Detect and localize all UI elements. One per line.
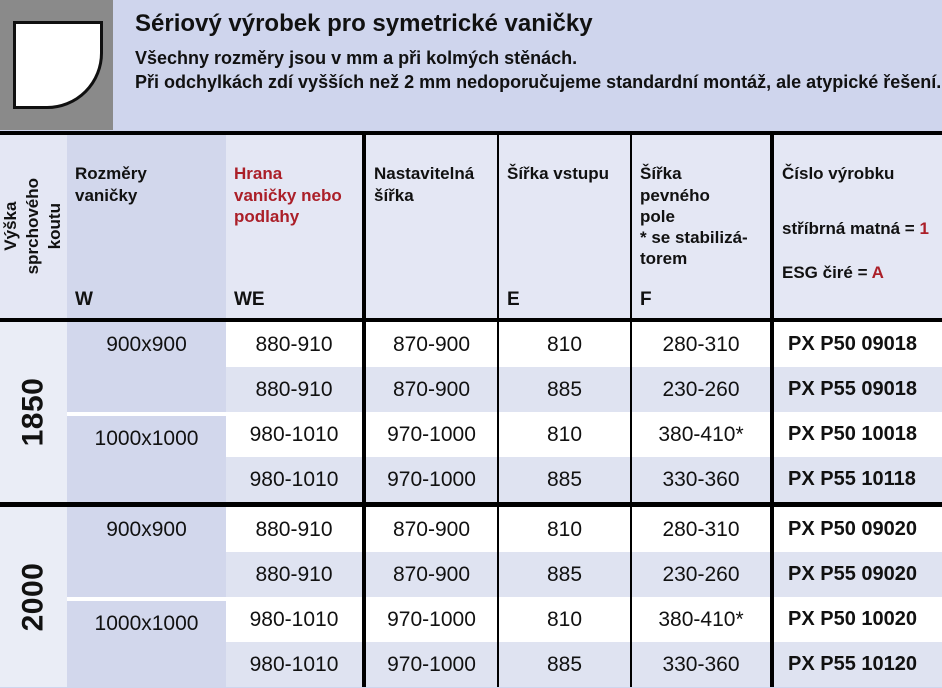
tray-size-cell: 1000x1000 <box>67 597 226 687</box>
col-code-e: E <box>507 289 520 311</box>
cell-we: 880-910 <box>226 552 362 597</box>
cell-adjustable-width: 870-900 <box>362 322 497 367</box>
finish-silver-matte-label: stříbrná matná = <box>782 218 920 238</box>
cell-entry-width: 810 <box>497 412 630 457</box>
col-header-edge: Hrana vaničky nebo podlahy WE <box>226 135 362 318</box>
col-header-fixed-panel: Šířka pevného pole * se stabilizá- torem… <box>630 135 770 318</box>
page-title: Sériový výrobek pro symetrické vaničky <box>135 10 593 37</box>
cell-entry-width: 885 <box>497 552 630 597</box>
group-height-cell: 1850 <box>0 322 67 502</box>
col-header-tray-size-label: Rozměry vaničky <box>75 164 147 205</box>
cell-we: 980-1010 <box>226 457 362 502</box>
cell-adjustable-width: 970-1000 <box>362 457 497 502</box>
spec-table: Výška sprchového koutu Rozměry vaničky W… <box>0 131 942 687</box>
cell-entry-width: 885 <box>497 642 630 687</box>
cell-fixed-panel: 330-360 <box>630 457 770 502</box>
cell-product-code: PX P55 09018 <box>770 367 942 412</box>
product-icon-block <box>0 0 113 130</box>
col-header-entry-width-label: Šířka vstupu <box>507 164 610 184</box>
cell-product-code: PX P55 10120 <box>770 642 942 687</box>
cell-adjustable-width: 870-900 <box>362 507 497 552</box>
cell-product-code: PX P50 09020 <box>770 507 942 552</box>
col-header-height-label: Výška sprchového koutu <box>1 178 65 275</box>
cell-entry-width: 810 <box>497 507 630 552</box>
cell-fixed-panel: 330-360 <box>630 642 770 687</box>
cell-we: 880-910 <box>226 322 362 367</box>
col-code-f: F <box>640 289 652 311</box>
col-header-product-number: Číslo výrobku stříbrná matná = 1 ESG čir… <box>770 135 942 318</box>
page-subtitle-2: Při odchylkách zdí vyšších než 2 mm nedo… <box>135 72 942 92</box>
tray-size-cell: 900x900 <box>67 507 226 597</box>
cell-adjustable-width: 870-900 <box>362 367 497 412</box>
table-group-1850: 1850 900x900 1000x1000 880-910 870-900 8… <box>0 322 942 502</box>
col-code-w: W <box>75 289 93 311</box>
finish-esg-clear-label: ESG čiré = <box>782 263 872 283</box>
cell-entry-width: 810 <box>497 322 630 367</box>
cell-fixed-panel: 280-310 <box>630 322 770 367</box>
page-heading: Sériový výrobek pro symetrické vaničky V… <box>135 10 942 93</box>
col-header-height: Výška sprchového koutu <box>0 135 67 318</box>
tray-size-cell: 900x900 <box>67 322 226 412</box>
tray-size-cell: 1000x1000 <box>67 412 226 502</box>
cell-fixed-panel: 230-260 <box>630 552 770 597</box>
group-height-label: 1850 <box>16 377 50 447</box>
cell-adjustable-width: 970-1000 <box>362 412 497 457</box>
cell-product-code: PX P55 09020 <box>770 552 942 597</box>
cell-product-code: PX P50 09018 <box>770 322 942 367</box>
col-header-tray-size: Rozměry vaničky W <box>67 135 226 318</box>
group-separator <box>0 502 942 507</box>
group-height-label: 2000 <box>16 562 50 632</box>
col-header-fixed-panel-label: Šířka pevného pole * se stabilizá- torem <box>640 164 748 269</box>
cell-fixed-panel: 380-410* <box>630 597 770 642</box>
page-subtitle-1: Všechny rozměry jsou v mm a při kolmých … <box>135 48 578 68</box>
col-header-product-number-label: Číslo výrobku <box>782 164 895 184</box>
cell-fixed-panel: 230-260 <box>630 367 770 412</box>
table-header-row: Výška sprchového koutu Rozměry vaničky W… <box>0 135 942 322</box>
finish-silver-matte-line: stříbrná matná = 1 <box>782 218 934 239</box>
cell-entry-width: 885 <box>497 367 630 412</box>
group-height-cell: 2000 <box>0 507 67 687</box>
cell-adjustable-width: 970-1000 <box>362 597 497 642</box>
cell-entry-width: 810 <box>497 597 630 642</box>
cell-fixed-panel: 380-410* <box>630 412 770 457</box>
col-header-adjustable-width-label: Nastavitelná šířka <box>374 164 475 205</box>
cell-adjustable-width: 870-900 <box>362 552 497 597</box>
cell-we: 880-910 <box>226 507 362 552</box>
cell-product-code: PX P50 10018 <box>770 412 942 457</box>
table-group-2000: 2000 900x900 1000x1000 880-910 870-900 8… <box>0 507 942 687</box>
cell-we: 980-1010 <box>226 642 362 687</box>
finish-esg-clear-code: A <box>871 263 884 283</box>
cell-we: 980-1010 <box>226 412 362 457</box>
cell-entry-width: 885 <box>497 457 630 502</box>
col-code-we: WE <box>234 289 265 311</box>
cell-we: 880-910 <box>226 367 362 412</box>
cell-adjustable-width: 970-1000 <box>362 642 497 687</box>
finish-silver-matte-code: 1 <box>919 218 929 238</box>
col-header-entry-width: Šířka vstupu E <box>497 135 630 318</box>
col-header-adjustable-width: Nastavitelná šířka <box>362 135 497 318</box>
cell-product-code: PX P50 10020 <box>770 597 942 642</box>
quarter-round-shower-tray-icon <box>13 21 103 109</box>
cell-we: 980-1010 <box>226 597 362 642</box>
finish-esg-clear-line: ESG čiré = A <box>782 262 934 283</box>
table-top-border <box>0 131 942 135</box>
col-header-edge-label: Hrana vaničky nebo podlahy <box>234 164 342 226</box>
cell-fixed-panel: 280-310 <box>630 507 770 552</box>
cell-product-code: PX P55 10118 <box>770 457 942 502</box>
